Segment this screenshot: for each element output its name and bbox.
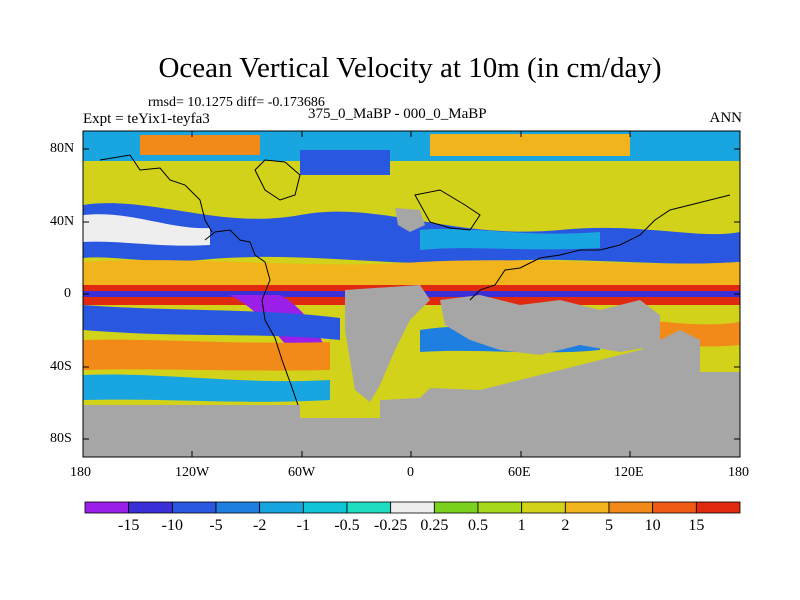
colorbar-label: 5 — [605, 517, 613, 534]
colorbar-swatch — [564, 501, 610, 514]
colorbar-swatch — [346, 501, 392, 514]
colorbar-label: -2 — [253, 517, 266, 534]
colorbar-swatch — [215, 501, 261, 514]
colorbar-swatch — [608, 501, 654, 514]
south-downwelling-band — [83, 305, 340, 340]
map-field — [83, 131, 740, 457]
lon-label-60w: 60W — [288, 465, 316, 480]
lon-label-180e: 180 — [728, 465, 749, 480]
land-continent-west — [345, 285, 430, 402]
colorbar-label: -15 — [118, 517, 139, 534]
land-south — [83, 330, 740, 457]
land-continent-east — [440, 295, 660, 355]
colorbar-label: -5 — [209, 517, 222, 534]
colorbar-label: 1 — [518, 517, 526, 534]
north-downwelling-core — [420, 228, 600, 250]
colorbar-swatch — [302, 501, 348, 514]
lat-label-80s: 80S — [50, 431, 72, 446]
lat-label-0: 0 — [64, 286, 71, 301]
colorbar-swatch — [695, 501, 741, 514]
north-tropical-band — [83, 260, 740, 285]
north-neutral-patch — [83, 214, 210, 246]
lon-label-0: 0 — [407, 465, 414, 480]
lon-label-120e: 120E — [614, 465, 644, 480]
colorbar-label: -0.5 — [334, 517, 359, 534]
lat-label-40s: 40S — [50, 359, 72, 374]
colorbar-swatch — [433, 501, 479, 514]
colorbar-swatch — [84, 501, 130, 514]
colorbar-label: 0.25 — [420, 517, 448, 534]
colorbar-swatch — [259, 501, 304, 514]
lat-label-80n: 80N — [50, 141, 75, 156]
colorbar: -15 -10 -5 -2 -1 -0.5 -0.25 0.25 0.5 1 2 5 10 15 — [84, 501, 741, 534]
colorbar-swatch — [390, 501, 435, 514]
colorbar-swatch — [652, 501, 697, 514]
land-island-north — [395, 208, 425, 232]
colorbar-label: 10 — [645, 517, 661, 534]
stats-text: rmsd= 10.1275 diff= -0.173686 — [148, 95, 325, 110]
lat-ticks — [83, 148, 740, 440]
colorbar-swatch — [128, 501, 173, 514]
lat-label-40n: 40N — [50, 214, 75, 229]
colorbar-swatch — [171, 501, 217, 514]
colorbar-label: 2 — [561, 517, 569, 534]
lon-ticks — [191, 131, 631, 457]
season-label: ANN — [709, 110, 743, 126]
lon-label-120w: 120W — [175, 465, 210, 480]
arctic-upwelling — [140, 135, 260, 155]
arctic-upwelling-east — [430, 134, 630, 156]
experiment-label: Expt = teYix1-teyfa3 — [83, 111, 210, 127]
map-title: Ocean Vertical Velocity at 10m (in cm/da… — [158, 52, 662, 84]
colorbar-swatch — [521, 501, 566, 514]
colorbar-label: -0.25 — [374, 517, 407, 534]
south-upwelling-band — [83, 339, 330, 371]
colorbar-label: 0.5 — [468, 517, 488, 534]
colorbar-swatch — [477, 501, 523, 514]
subtitle: 375_0_MaBP - 000_0_MaBP — [308, 106, 487, 122]
colorbar-label: 15 — [688, 517, 704, 534]
arctic-downwelling — [300, 150, 390, 175]
lon-label-60e: 60E — [508, 465, 531, 480]
lon-label-180w: 180 — [70, 465, 91, 480]
colorbar-label: -10 — [162, 517, 183, 534]
coastlines — [99, 154, 731, 406]
colorbar-label: -1 — [297, 517, 310, 534]
southern-ocean-band — [83, 374, 330, 402]
